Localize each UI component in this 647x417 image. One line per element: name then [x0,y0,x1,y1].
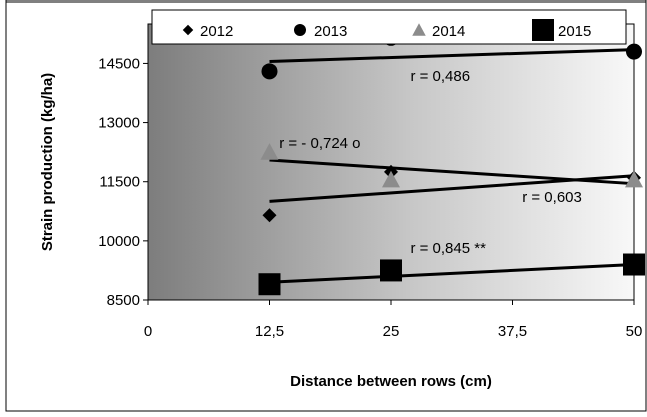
data-markers [258,29,645,296]
legend: 2012 2013 2014 2015 [151,9,627,45]
trendline-2015 [269,263,635,284]
legend-label-2015: 2015 [558,23,591,40]
legend-label-2014: 2014 [432,23,465,40]
x-tick-label-4: 50 [626,323,643,340]
point-2013-2 [626,43,642,60]
point-2014-0 [260,143,279,160]
x-axis-title: Distance between rows (cm) [290,373,492,390]
legend-marker-2012 [182,24,194,36]
point-2012-0 [262,208,277,223]
legend-marker-2015 [532,19,554,41]
legend-marker-2013 [294,24,306,36]
y-axis-title: Strain production (kg/ha) [39,73,56,251]
point-2014-2 [625,170,643,188]
y-tick-label-0: 8500 [107,292,140,309]
y-tick-label-2: 11500 [99,174,140,191]
axes: 8500 10000 11500 13000 14500 0 12,5 25 37,5 50 [98,55,642,340]
legend-marker-2014 [412,23,426,36]
plot-area [147,23,635,301]
trendline-2013 [269,48,635,63]
annotations: r = 0,486 r = - 0,724 o r = 0,603 r = 0,845… [279,68,582,257]
y-tick-label-3: 13000 [98,115,140,132]
point-2015-1 [380,259,402,282]
x-tick-label-2: 25 [383,323,400,340]
trendlines [269,48,635,284]
legend-label-2013: 2013 [314,23,347,40]
annotation-1: r = - 0,724 o [279,135,360,152]
point-2015-2 [623,253,645,276]
annotation-3: r = 0,845 ** [410,240,486,257]
y-tick-label-4: 14500 [98,55,140,72]
annotation-2: r = 0,603 [522,189,582,206]
annotation-0: r = 0,486 [410,68,470,85]
x-tick-label-3: 37,5 [498,323,527,340]
point-2015-0 [258,273,281,296]
x-tick-label-1: 12,5 [255,323,284,340]
trendline-2014 [269,174,635,203]
y-tick-label-1: 10000 [98,233,140,250]
legend-label-2012: 2012 [200,23,233,40]
x-tick-label-0: 0 [144,323,152,340]
point-2013-0 [261,63,278,80]
point-2014-1 [382,170,400,188]
